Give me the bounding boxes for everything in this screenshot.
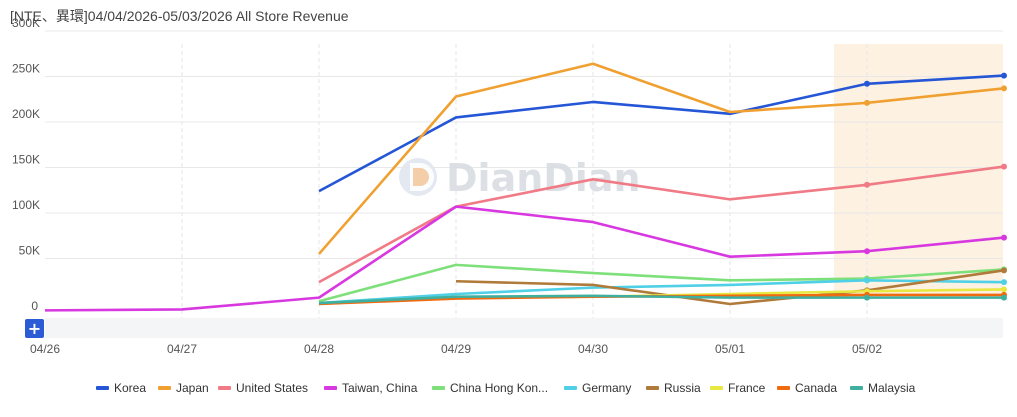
series-line — [318, 263, 1005, 303]
zoom-button-bg[interactable] — [25, 319, 44, 338]
x-tick-label: 04/26 — [30, 342, 60, 356]
data-point[interactable] — [1001, 72, 1007, 79]
legend-swatch — [710, 386, 723, 390]
y-tick-label: 200K — [12, 107, 40, 121]
legend-label: Germany — [582, 381, 631, 395]
x-tick-label: 04/28 — [304, 342, 334, 356]
data-point[interactable] — [864, 277, 870, 284]
legend-label: United States — [236, 381, 308, 395]
y-tick-label: 50K — [19, 244, 40, 258]
legend-item[interactable]: Malaysia — [850, 381, 916, 395]
legend-label: Taiwan, China — [342, 381, 418, 395]
legend-item[interactable]: Canada — [777, 381, 837, 395]
legend-item[interactable]: France — [710, 381, 766, 395]
legend-item[interactable]: Japan — [158, 381, 209, 395]
legend-item[interactable]: United States — [218, 381, 308, 395]
y-tick-label: 0 — [31, 299, 38, 313]
x-tick-label: 05/01 — [715, 342, 745, 356]
data-point[interactable] — [864, 80, 870, 87]
legend-label: Canada — [795, 381, 837, 395]
legend-swatch — [158, 386, 171, 390]
series-united-states — [318, 163, 1007, 284]
legend-swatch — [564, 386, 577, 390]
plot-bottom-band — [45, 318, 1003, 338]
legend-item[interactable]: Korea — [96, 381, 146, 395]
series-line — [318, 279, 1005, 305]
legend-item[interactable]: Germany — [564, 381, 631, 395]
data-point[interactable] — [1001, 267, 1007, 274]
y-tick-label: 150K — [12, 153, 40, 167]
zoom-button[interactable]: + — [25, 319, 44, 338]
data-point[interactable] — [1001, 286, 1007, 293]
legend-label: Russia — [664, 381, 701, 395]
legend-label: Japan — [176, 381, 209, 395]
data-point[interactable] — [864, 99, 870, 106]
data-point[interactable] — [1001, 85, 1007, 92]
data-point[interactable] — [1001, 294, 1007, 301]
series-line — [318, 74, 1005, 193]
series-lines — [44, 62, 1007, 312]
legend-label: Korea — [114, 381, 146, 395]
x-axis-ticks: 04/26 04/27 04/28 04/29 04/30 05/01 05/02 — [30, 342, 882, 356]
legend-swatch — [432, 386, 445, 390]
series-malaysia — [318, 294, 1007, 305]
series-korea — [318, 72, 1007, 193]
data-point[interactable] — [864, 294, 870, 301]
chart-title: [NTE、異環]04/04/2026-05/03/2026 All Store … — [10, 8, 349, 24]
plus-icon[interactable]: + — [28, 319, 41, 338]
legend-label: China Hong Kon... — [450, 381, 548, 395]
y-tick-label: 250K — [12, 62, 40, 76]
series-line — [318, 62, 1005, 255]
series-taiwan-china — [44, 205, 1007, 312]
legend: Korea Japan United States Taiwan, China Chin… — [96, 381, 916, 395]
legend-label: France — [728, 381, 766, 395]
gridlines — [45, 30, 1003, 259]
x-tick-label: 05/02 — [852, 342, 882, 356]
data-point[interactable] — [1001, 163, 1007, 170]
legend-swatch — [777, 386, 790, 390]
series-line — [318, 165, 1005, 284]
series-japan — [318, 62, 1007, 255]
watermark-text: DianDian — [446, 156, 641, 200]
series-germany — [318, 277, 1007, 305]
series-line — [455, 269, 1005, 306]
data-point[interactable] — [864, 248, 870, 255]
series-line — [44, 205, 1005, 312]
bottom-band-rect — [45, 318, 1003, 338]
x-tick-label: 04/30 — [578, 342, 608, 356]
data-point[interactable] — [1001, 279, 1007, 286]
data-point[interactable] — [1001, 234, 1007, 241]
y-axis-ticks: 0 50K 100K 150K 200K 250K 300K — [12, 16, 40, 313]
legend-swatch — [324, 386, 337, 390]
legend-swatch — [850, 386, 863, 390]
series-line — [318, 294, 1004, 305]
y-tick-label: 300K — [12, 16, 40, 30]
y-tick-label: 100K — [12, 198, 40, 212]
legend-swatch — [218, 386, 231, 390]
legend-item[interactable]: China Hong Kon... — [432, 381, 548, 395]
x-gridlines — [181, 44, 868, 318]
legend-item[interactable]: Taiwan, China — [324, 381, 418, 395]
legend-item[interactable]: Russia — [646, 381, 701, 395]
x-tick-label: 04/27 — [167, 342, 197, 356]
x-tick-label: 04/29 — [441, 342, 471, 356]
data-point[interactable] — [864, 181, 870, 188]
watermark: DianDian — [399, 156, 641, 200]
diandian-logo-icon — [399, 158, 437, 196]
legend-swatch — [646, 386, 659, 390]
legend-label: Malaysia — [868, 381, 916, 395]
legend-swatch — [96, 386, 109, 390]
